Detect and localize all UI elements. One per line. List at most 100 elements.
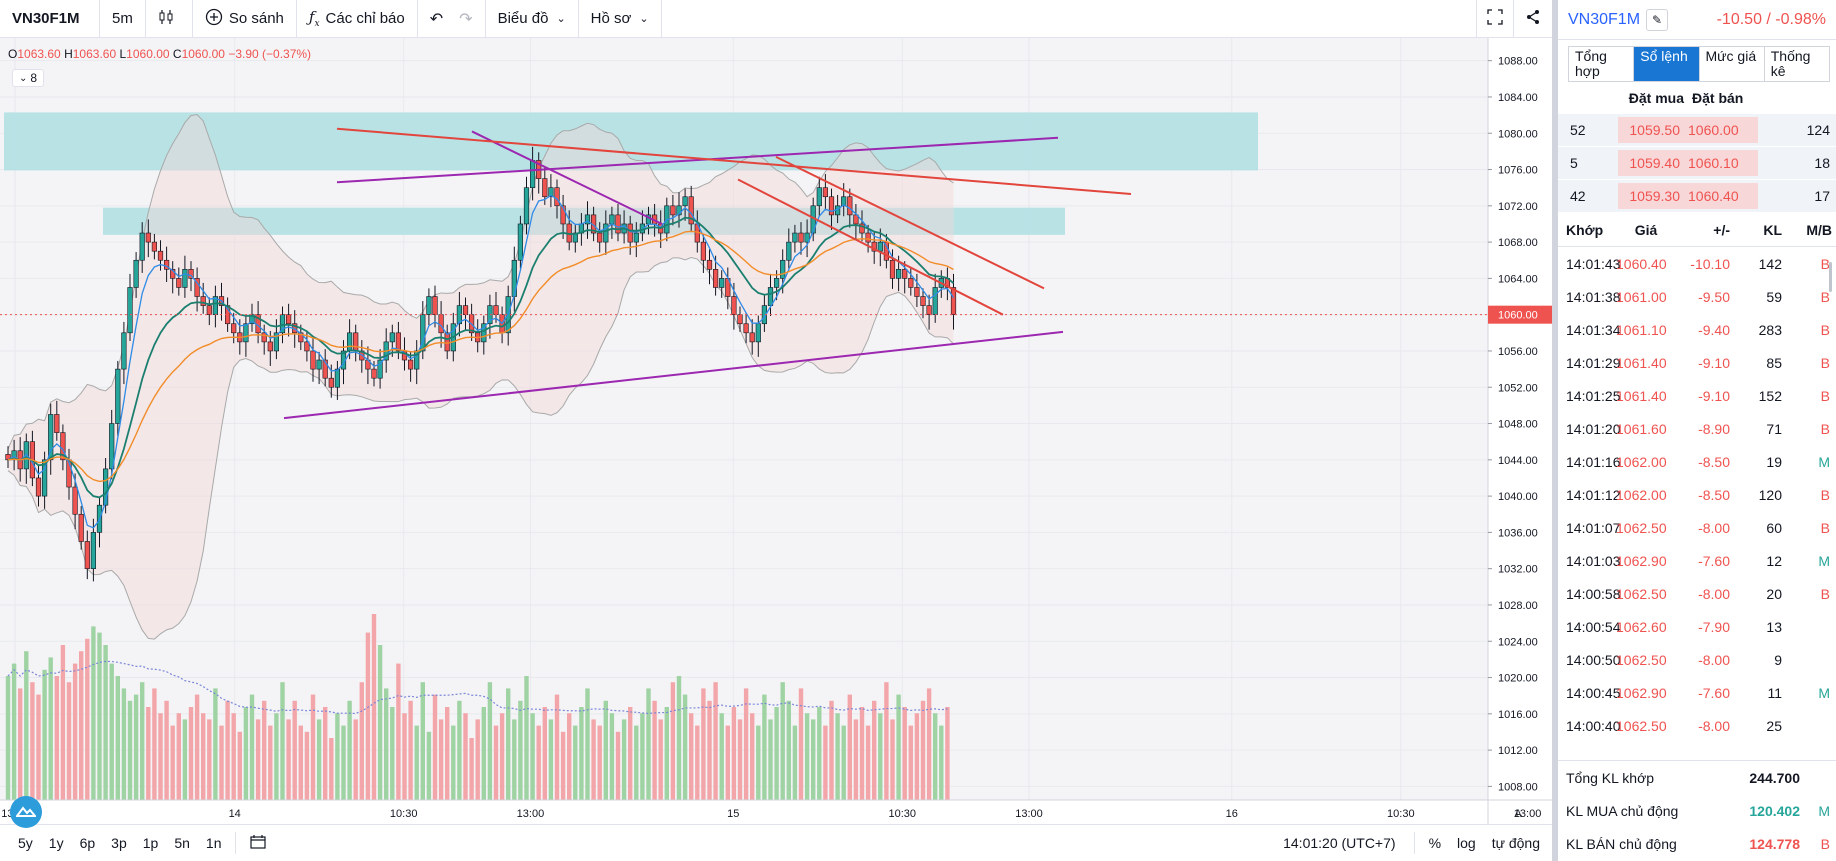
orderbook-row[interactable]: 52 1059.50 1060.00 124 [1558,114,1836,147]
volume-bar [518,700,523,800]
volume-bar [530,713,535,800]
chart-menu[interactable]: Biểu đồ ⌄ [486,0,579,38]
trade-row[interactable]: 14:01:20 1061.60 -8.90 71 B [1558,412,1836,445]
candle-body [35,477,42,497]
chart-style-button[interactable] [146,0,193,38]
auto-scale-button[interactable]: A [1514,808,1522,820]
divider [1413,832,1415,854]
volume-bar [42,669,47,800]
orderbook-row[interactable]: 5 1059.40 1060.10 18 [1558,147,1836,180]
bid-price: 1059.40 [1618,150,1684,176]
volume-bar [701,688,706,800]
clock[interactable]: 14:01:20 (UTC+7) [1283,835,1396,851]
edit-symbol-button[interactable]: ✎ [1646,8,1669,31]
share-button[interactable] [1514,0,1552,38]
trade-row[interactable]: 14:01:34 1061.10 -9.40 283 B [1558,313,1836,346]
candle-body [523,187,530,225]
volume-bar [60,645,66,800]
tab-muc-gia[interactable]: Mức giá [1700,47,1765,81]
trade-change: -9.10 [1698,387,1730,404]
range-1p[interactable]: 1p [142,835,159,851]
range-5y[interactable]: 5y [18,835,33,851]
trade-volume: 60 [1766,519,1782,536]
trade-row[interactable]: 14:00:58 1062.50 -8.00 20 B [1558,577,1836,610]
orderbook-row[interactable]: 42 1059.30 1060.40 17 [1558,180,1836,213]
interval-selector[interactable]: 5m [100,0,146,38]
symbol-search[interactable]: VN30F1M [0,0,100,38]
candle-body [755,323,761,343]
range-3p[interactable]: 3p [111,835,127,851]
trendline-channel-bottom[interactable] [737,178,1004,316]
trade-list[interactable]: 14:01:43 1060.40 -10.10 142 B 14:01:38 1061.00… [1558,247,1836,742]
trade-row[interactable]: 14:01:38 1061.00 -9.50 59 B [1558,280,1836,313]
percent-toggle[interactable]: % [1428,835,1442,851]
last-price-label: 1060.00 [1498,310,1538,322]
candle-body [139,232,145,261]
volume-bar [353,719,358,800]
compare-button[interactable]: So sánh [193,0,297,38]
range-1n[interactable]: 1n [205,835,222,851]
trade-row[interactable]: 14:00:45 1062.90 -7.60 11 M [1558,676,1836,709]
trendline-upper-channel[interactable] [336,136,1059,184]
redo-button[interactable]: ↷ [447,0,486,38]
trade-list-scrollbar[interactable] [1829,262,1832,292]
log-toggle[interactable]: log [1457,835,1476,851]
range-6p[interactable]: 6p [79,835,96,851]
tab-tong-hop[interactable]: Tổng hợp [1569,47,1635,81]
volume-bar [371,614,377,800]
trendline-resistance[interactable] [336,127,1132,196]
tab-so-lenh[interactable]: Sổ lệnh [1634,47,1700,81]
range-1y[interactable]: 1y [48,835,64,851]
orderbook-header: Đặt mua Đặt bán [1558,82,1836,114]
trade-row[interactable]: 14:01:03 1062.90 -7.60 12 M [1558,544,1836,577]
profile-menu[interactable]: Hồ sơ ⌄ [579,0,662,38]
trendline-down-short[interactable] [471,130,663,225]
date-range-button[interactable] [242,834,274,852]
auto-toggle[interactable]: tự động [1491,835,1540,851]
range-5n[interactable]: 5n [174,835,190,851]
tab-thong-ke[interactable]: Thống kê [1770,48,1811,79]
volume-bar [634,725,639,800]
candle-body [328,377,334,388]
panel-symbol[interactable]: VN30F1M [1568,10,1641,28]
candle-body [615,214,621,234]
trade-row[interactable]: 14:01:43 1060.40 -10.10 142 B [1558,247,1836,280]
volume-bar [36,694,41,800]
pencil-icon: ✎ [1652,12,1663,27]
trade-change: -8.00 [1698,717,1730,734]
price-chart[interactable]: 1088.00 1084.00 1080.00 1076.00 1072.00 1068.… [0,38,1552,824]
trade-row[interactable]: 14:00:54 1062.60 -7.90 13 [1558,610,1836,643]
trade-row[interactable]: 14:01:12 1062.00 -8.50 120 B [1558,478,1836,511]
volume-bar [536,725,541,800]
chart-area[interactable]: 1088.00 1084.00 1080.00 1076.00 1072.00 1068.… [0,38,1552,828]
volume-bar [97,632,102,800]
trade-row[interactable]: 14:00:40 1062.50 -8.00 25 [1558,709,1836,742]
logo-badge[interactable] [10,796,42,828]
volume-bar [719,713,724,800]
indicators-button[interactable]: ƒx Các chỉ báo [297,0,418,38]
bollinger-lower [7,257,954,640]
undo-button[interactable]: ↶ [418,0,447,38]
fullscreen-button[interactable] [1476,0,1514,38]
panel-header: VN30F1M ✎ -10.50 / -0.98% [1558,0,1836,40]
trendline-lower-channel[interactable] [283,330,1064,420]
trade-row[interactable]: 14:00:50 1062.50 -8.00 9 [1558,643,1836,676]
trade-row[interactable]: 14:01:29 1061.40 -9.10 85 B [1558,346,1836,379]
price-tick-label: 1056.00 [1498,346,1538,358]
bid-price: 1059.30 [1618,183,1684,209]
summary-row: Tổng KL khớp 244.700 [1558,761,1836,794]
trade-row[interactable]: 14:01:25 1061.40 -9.10 152 B [1558,379,1836,412]
bollinger-fill [8,114,954,640]
candle-body [157,250,164,261]
candle-body [316,359,322,370]
price-tick-label: 1008.00 [1498,781,1538,793]
trendline-channel-top[interactable] [775,155,1045,290]
trade-time: 14:00:40 [1566,717,1621,734]
price-axis[interactable] [1488,38,1552,824]
trade-row[interactable]: 14:01:07 1062.50 -8.00 60 B [1558,511,1836,544]
volume-bar [5,676,11,800]
indicator-legend-toggle[interactable]: ⌄ 8 [12,69,44,87]
market-panel: VN30F1M ✎ -10.50 / -0.98% Tổng hợp Sổ lệ… [1552,0,1836,861]
trade-row[interactable]: 14:01:16 1062.00 -8.50 19 M [1558,445,1836,478]
volume-bar [628,707,633,800]
